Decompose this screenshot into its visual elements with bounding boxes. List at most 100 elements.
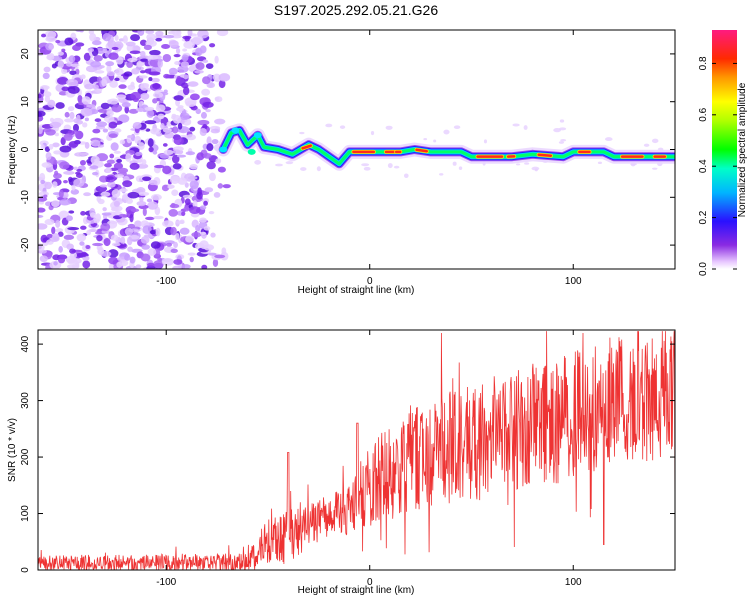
noise-blob <box>127 246 133 252</box>
noise-blob <box>124 227 134 236</box>
noise-blob <box>176 75 182 83</box>
noise-blob <box>214 55 219 64</box>
noise-blob <box>87 47 95 53</box>
noise-blob <box>189 206 201 214</box>
noise-blob <box>76 114 81 122</box>
noise-blob <box>96 121 108 127</box>
noise-blob <box>202 59 209 64</box>
noise-blob <box>38 115 44 122</box>
noise-blob <box>604 137 613 142</box>
noise-blob <box>149 229 157 235</box>
noise-blob <box>106 64 112 73</box>
spectral-ridge <box>216 123 675 171</box>
noise-blob <box>199 205 207 210</box>
noise-blob <box>121 102 131 108</box>
noise-blob <box>88 30 95 35</box>
noise-blob <box>135 175 144 183</box>
noise-blob <box>139 39 148 46</box>
noise-blob <box>92 242 104 247</box>
noise-blob <box>182 35 192 40</box>
noise-blob <box>127 223 136 229</box>
noise-blob <box>61 86 70 92</box>
noise-blob <box>154 34 166 39</box>
noise-blob <box>387 163 393 169</box>
noise-blob <box>176 106 185 112</box>
noise-blob <box>162 53 172 63</box>
noise-blob <box>64 111 70 118</box>
noise-blob <box>191 36 204 45</box>
noise-blob <box>51 200 60 208</box>
noise-blob <box>57 231 64 237</box>
noise-blob <box>205 109 211 113</box>
noise-blob <box>94 118 102 122</box>
noise-blob <box>38 207 46 213</box>
noise-blob <box>122 180 133 188</box>
noise-blob <box>55 219 61 228</box>
noise-blob <box>135 264 142 269</box>
noise-blob <box>136 200 147 207</box>
noise-blob <box>129 213 134 223</box>
noise-blob <box>218 79 226 89</box>
noise-blob <box>90 61 102 68</box>
noise-blob <box>189 93 200 101</box>
spectrogram-xtick-label: 100 <box>565 276 582 287</box>
noise-blob <box>113 200 121 207</box>
noise-blob <box>110 234 119 241</box>
noise-blob <box>38 223 48 230</box>
spectrogram-ytick-label: 0 <box>20 146 31 152</box>
noise-blob <box>173 136 184 146</box>
noise-blob <box>67 106 75 112</box>
noise-blob <box>124 253 131 261</box>
noise-blob <box>181 264 191 269</box>
noise-blob <box>182 194 193 199</box>
noise-blob <box>181 118 192 126</box>
noise-blob <box>172 114 182 124</box>
noise-blob <box>61 48 66 52</box>
noise-blob <box>203 200 208 206</box>
noise-blob <box>100 222 111 232</box>
noise-blob <box>185 100 197 107</box>
noise-blob <box>183 206 190 212</box>
noise-blob <box>38 200 44 205</box>
noise-blob <box>67 85 80 94</box>
noise-blob <box>443 129 450 135</box>
noise-blob <box>49 121 62 129</box>
noise-blob <box>157 58 164 62</box>
noise-blob <box>118 84 127 89</box>
noise-blob <box>221 247 227 255</box>
noise-blob <box>130 34 141 42</box>
noise-blob <box>145 128 151 132</box>
noise-blob <box>651 167 658 170</box>
noise-blob <box>170 202 176 208</box>
noise-blob <box>153 215 164 220</box>
noise-blob <box>73 166 78 171</box>
noise-blob <box>199 127 207 137</box>
noise-blob <box>559 119 565 123</box>
noise-blob <box>116 261 123 268</box>
noise-blob <box>152 98 158 104</box>
noise-blob <box>188 65 196 72</box>
noise-blob <box>177 122 183 130</box>
noise-blob <box>130 208 140 213</box>
noise-blob <box>52 233 60 241</box>
noise-blob <box>46 233 54 238</box>
noise-blob <box>52 181 58 188</box>
noise-blob <box>140 253 151 262</box>
noise-blob <box>90 155 100 165</box>
noise-blob <box>115 56 124 65</box>
noise-blob <box>189 164 198 170</box>
noise-blob <box>206 143 214 152</box>
noise-blob <box>82 122 88 128</box>
noise-blob <box>147 262 155 267</box>
snr-xtick-label: 100 <box>565 577 582 588</box>
noise-blob <box>210 128 220 134</box>
noise-blob <box>153 260 164 269</box>
noise-blob <box>147 248 157 256</box>
noise-blob <box>64 37 74 46</box>
noise-blob <box>597 161 603 165</box>
noise-blob <box>84 141 90 149</box>
noise-blob <box>172 126 179 134</box>
noise-blob <box>86 104 96 108</box>
noise-blob <box>163 73 171 79</box>
